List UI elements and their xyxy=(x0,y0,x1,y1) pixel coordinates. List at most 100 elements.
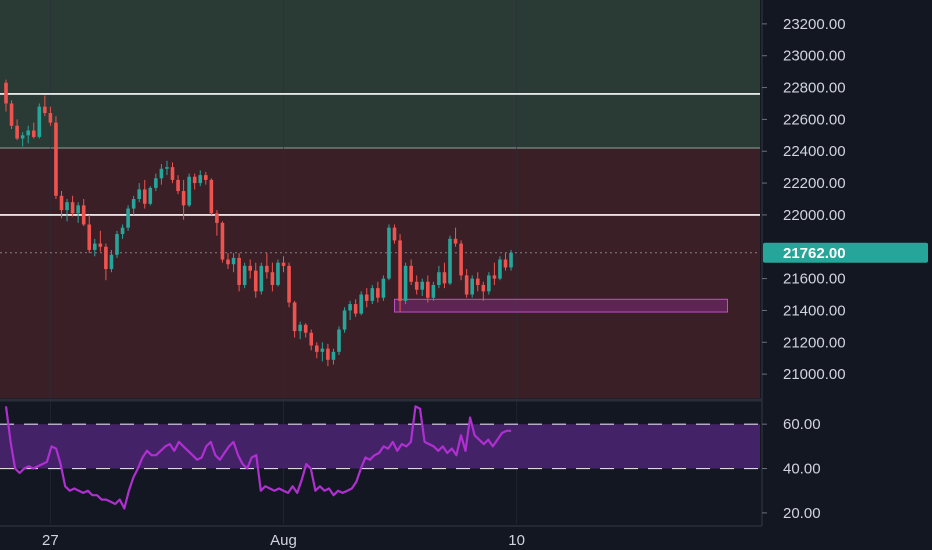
candle xyxy=(59,195,64,211)
candle xyxy=(348,304,352,311)
price-tick-label: 23000.00 xyxy=(783,48,846,65)
candle xyxy=(31,130,36,137)
rsi-tick-label: 20.00 xyxy=(783,505,821,522)
candle xyxy=(43,106,47,114)
candle xyxy=(198,175,203,184)
candle xyxy=(398,240,402,301)
candle xyxy=(265,265,269,273)
zone-green xyxy=(0,0,760,149)
last-price-label: 21762.00 xyxy=(783,245,846,262)
rsi-pane xyxy=(0,405,760,510)
candle xyxy=(326,348,330,360)
candle xyxy=(109,254,114,270)
time-tick-label: 27 xyxy=(42,532,59,549)
candle xyxy=(359,294,363,314)
candle xyxy=(259,265,264,292)
candle xyxy=(242,265,247,285)
candle xyxy=(65,202,69,211)
price-tick-label: 22600.00 xyxy=(783,111,846,128)
candle xyxy=(337,329,341,352)
candle xyxy=(54,122,58,196)
last-price-tag: 21762.00 xyxy=(763,242,928,263)
candle xyxy=(498,259,502,279)
support-box xyxy=(394,298,728,313)
candle xyxy=(4,82,8,104)
candle xyxy=(309,332,314,346)
candle xyxy=(187,176,191,206)
candle xyxy=(142,189,147,204)
candle xyxy=(381,278,386,298)
candle xyxy=(237,257,241,285)
price-tick-label: 21000.00 xyxy=(783,366,846,383)
candle xyxy=(370,288,375,301)
candle xyxy=(426,281,430,298)
candle xyxy=(453,238,458,244)
rsi-band xyxy=(0,424,760,469)
rsi-tick-label: 40.00 xyxy=(783,461,821,478)
candle xyxy=(9,103,14,126)
candle xyxy=(176,179,180,192)
candle xyxy=(431,284,436,298)
candle xyxy=(342,310,347,330)
rsi-tick-label: 60.00 xyxy=(783,416,821,433)
candle xyxy=(76,205,80,214)
zone-red xyxy=(0,148,760,398)
candle xyxy=(137,189,141,199)
candle xyxy=(387,227,391,279)
candle xyxy=(131,199,136,209)
candle xyxy=(37,106,42,137)
time-tick-label: Aug xyxy=(270,532,297,549)
candle xyxy=(70,202,75,214)
candle xyxy=(437,272,441,285)
candle xyxy=(287,265,291,303)
candle xyxy=(148,187,153,204)
candle xyxy=(364,294,369,301)
candle xyxy=(492,275,497,279)
price-tick-label: 21600.00 xyxy=(783,271,846,288)
candle xyxy=(159,168,164,179)
candle xyxy=(170,167,175,180)
price-tick-label: 22000.00 xyxy=(783,207,846,224)
candle xyxy=(26,130,30,136)
candle xyxy=(409,265,413,282)
price-tick-label: 21400.00 xyxy=(783,302,846,319)
candle xyxy=(248,265,252,271)
price-tick-label: 22400.00 xyxy=(783,143,846,160)
candle xyxy=(104,246,108,270)
candle xyxy=(403,265,408,301)
candle xyxy=(470,278,474,295)
candle xyxy=(303,324,308,333)
candle xyxy=(98,243,103,247)
candle xyxy=(120,227,125,235)
candle xyxy=(331,351,336,360)
candle xyxy=(448,238,452,284)
candle xyxy=(181,191,186,206)
candle xyxy=(226,259,230,265)
candle xyxy=(298,324,302,332)
candle xyxy=(392,227,397,241)
candle xyxy=(192,176,197,184)
candle xyxy=(81,205,86,225)
candle xyxy=(481,284,486,292)
candle xyxy=(459,243,463,276)
price-axis-bg xyxy=(762,0,932,550)
price-tick-label: 21200.00 xyxy=(783,334,846,351)
candle xyxy=(509,252,513,268)
rsi-line xyxy=(4,405,512,510)
price-axis: 23200.00 23000.00 22800.00 22600.00 22400.00… xyxy=(761,0,932,550)
candle xyxy=(270,272,275,285)
candle xyxy=(464,275,469,295)
candle xyxy=(276,262,280,285)
candle xyxy=(487,275,491,292)
candle xyxy=(353,304,358,314)
candle xyxy=(87,224,92,250)
time-axis: 27 Aug 10 xyxy=(0,525,762,549)
candle xyxy=(204,175,208,180)
candle xyxy=(503,259,508,268)
candle xyxy=(292,302,297,332)
candle xyxy=(165,167,169,169)
candle xyxy=(209,179,214,214)
candle xyxy=(420,281,425,290)
candle xyxy=(376,288,380,298)
